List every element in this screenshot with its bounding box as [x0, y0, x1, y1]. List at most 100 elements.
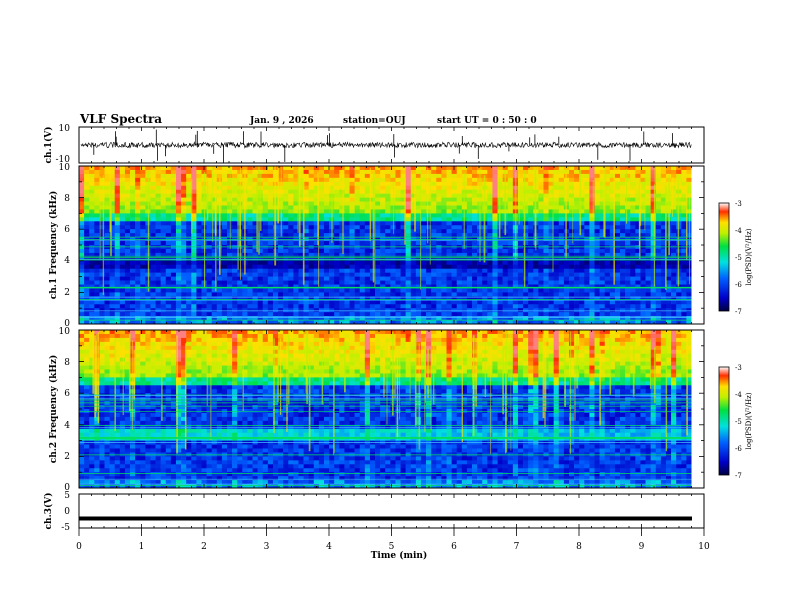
spec1-cell	[181, 252, 187, 258]
spec1-cell	[630, 177, 636, 183]
spec1-cell	[165, 252, 172, 258]
spec1-cell	[206, 241, 212, 246]
spec1-cell	[165, 312, 172, 317]
spec1-cell	[216, 166, 223, 171]
spec1-cell	[206, 320, 212, 325]
spec1-cell	[650, 181, 657, 187]
spec1-cell	[507, 173, 514, 179]
spec1-cell	[625, 209, 631, 214]
spec1-cell	[170, 173, 177, 179]
spec1-cell	[119, 201, 126, 206]
spec1-cell	[354, 300, 361, 305]
spec1-cell	[140, 201, 146, 206]
spec1-cell	[620, 296, 626, 301]
spec1-cell	[170, 288, 177, 293]
spec1-cell	[594, 209, 600, 214]
spec1-cell	[79, 272, 85, 277]
spec1-cell	[109, 276, 116, 281]
spec1-cell	[385, 185, 391, 190]
spec1-cell	[492, 201, 498, 206]
spec2-cell	[79, 377, 85, 382]
spec1-cell	[517, 213, 524, 218]
spec1-cell	[385, 312, 391, 317]
spec1-cell	[665, 288, 672, 293]
spec1-cell	[487, 288, 493, 293]
spec1-cell	[216, 280, 223, 285]
spec1-cell	[252, 181, 258, 187]
spec1-cell	[196, 308, 202, 313]
spec1-cell	[400, 300, 406, 305]
spec2-cell	[79, 333, 85, 339]
spec1-cell	[614, 233, 621, 238]
spec1-cell	[339, 248, 345, 254]
spec1-cell	[272, 312, 279, 317]
spec1-cell	[630, 300, 636, 305]
spec1-cell	[609, 272, 616, 277]
spec1-cell	[181, 320, 187, 325]
spec1-cell	[609, 169, 616, 175]
spec1-cell	[543, 292, 549, 297]
spec2-cell	[79, 468, 85, 473]
spec1-cell	[99, 260, 105, 266]
spec1-cell	[584, 316, 590, 321]
spec1-cell	[441, 280, 447, 285]
spec1-cell	[130, 185, 136, 190]
spec1-cell	[543, 229, 549, 234]
spec1-cell	[364, 260, 371, 266]
spec1-cell	[354, 181, 361, 187]
spec1-cell	[364, 296, 371, 301]
spec1-cell	[650, 260, 657, 266]
spec1-cell	[181, 209, 187, 214]
spec1-cell	[278, 225, 284, 230]
spec1-cell	[89, 229, 95, 234]
spec1-cell	[135, 189, 141, 194]
spec1-cell	[487, 252, 493, 258]
spec1-cell	[466, 252, 473, 258]
spec1-cell	[344, 264, 350, 269]
spec1-cell	[589, 300, 595, 305]
spec1-cell	[298, 296, 304, 301]
spec1-cell	[165, 181, 172, 187]
spec1-cell	[334, 213, 340, 218]
spec1-cell	[242, 280, 248, 285]
spec1-cell	[528, 308, 534, 313]
spec1-cell	[492, 264, 498, 269]
spec1-cell	[79, 252, 85, 258]
spec1-cell	[216, 316, 223, 321]
spec1-cell	[533, 296, 539, 301]
spec1-cell	[681, 193, 687, 198]
spec1-cell	[303, 177, 309, 183]
spec1-cell	[94, 316, 100, 321]
spec1-cell	[574, 201, 580, 206]
spec1-cell	[344, 189, 350, 194]
spec1-cell	[155, 169, 161, 175]
spec1-cell	[94, 272, 100, 277]
spec1-cell	[359, 169, 366, 175]
spec1-cell	[594, 264, 600, 269]
spec1-cell	[415, 201, 422, 206]
spec1-cell	[165, 276, 172, 281]
spec1-cell	[553, 181, 560, 187]
spec1-cell	[507, 272, 514, 277]
spec1-cell	[492, 197, 498, 202]
spec1-cell	[375, 217, 381, 222]
spec1-cell	[349, 312, 355, 317]
spec1-cell	[507, 280, 514, 285]
spec1-cell	[553, 185, 560, 190]
spec1-cell	[502, 320, 509, 325]
spec1-cell	[645, 252, 651, 258]
spec1-cell	[507, 181, 514, 187]
spec1-cell	[599, 169, 606, 175]
spec1-cell	[415, 308, 422, 313]
spec1-cell	[645, 304, 651, 309]
spec1-cell	[175, 260, 182, 266]
spec1-cell	[140, 233, 146, 238]
spec1-cell	[247, 213, 253, 218]
spec1-cell	[650, 241, 657, 246]
spec1-cell	[665, 304, 672, 309]
spec1-cell	[160, 197, 167, 202]
spec1-cell	[308, 169, 315, 175]
spec1-cell	[252, 189, 258, 194]
spec1-cell	[548, 284, 554, 289]
spec1-cell	[186, 193, 192, 198]
